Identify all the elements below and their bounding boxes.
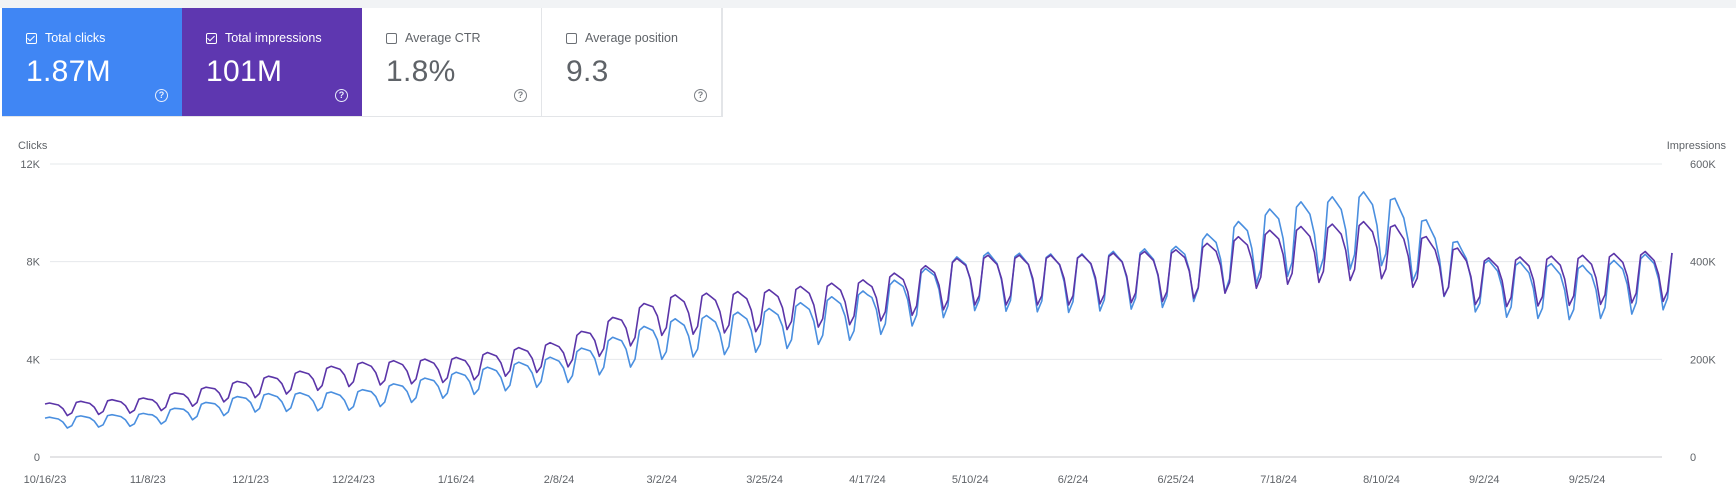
metric-cards: Total clicks 1.87M ? Total impressions 1… [2, 8, 723, 117]
unchecked-checkbox-icon[interactable] [566, 32, 577, 44]
checked-checkbox-icon[interactable] [26, 32, 37, 44]
left-y-tick-label: 8K [27, 257, 41, 269]
x-tick-label: 7/18/24 [1260, 474, 1297, 486]
help-icon[interactable]: ? [514, 89, 527, 102]
x-tick-label: 3/2/24 [647, 474, 678, 486]
x-tick-label: 11/8/23 [130, 474, 166, 486]
left-y-tick-label: 12K [20, 159, 40, 171]
total-clicks-card[interactable]: Total clicks 1.87M ? [2, 8, 182, 116]
clicks-series-line [44, 191, 1673, 429]
x-tick-label: 9/2/24 [1469, 474, 1500, 486]
average-ctr-value: 1.8% [386, 55, 456, 88]
right-axis-label: Impressions [1667, 140, 1727, 152]
x-tick-label: 2/8/24 [544, 474, 575, 486]
total-impressions-card[interactable]: Total impressions 101M ? [182, 8, 362, 116]
x-tick-label: 10/16/23 [24, 474, 67, 486]
right-y-tick-label: 400K [1690, 257, 1716, 269]
x-tick-label: 5/10/24 [952, 474, 989, 486]
left-y-tick-label: 0 [34, 452, 40, 464]
x-tick-label: 8/10/24 [1363, 474, 1400, 486]
help-icon[interactable]: ? [155, 89, 168, 102]
unchecked-checkbox-icon[interactable] [386, 32, 397, 44]
x-tick-label: 12/24/23 [332, 474, 375, 486]
total-clicks-value: 1.87M [26, 55, 111, 88]
total-impressions-value: 101M [206, 55, 283, 88]
help-icon[interactable]: ? [335, 89, 348, 102]
top-strip [0, 0, 1736, 8]
left-y-tick-label: 4K [27, 354, 41, 366]
impressions-series-line [44, 220, 1673, 417]
average-position-value: 9.3 [566, 55, 609, 88]
x-tick-label: 4/17/24 [849, 474, 886, 486]
total-impressions-label: Total impressions [225, 31, 322, 45]
average-ctr-label: Average CTR [405, 31, 481, 45]
right-y-tick-label: 0 [1690, 452, 1696, 464]
x-tick-label: 9/25/24 [1569, 474, 1606, 486]
x-tick-label: 1/16/24 [438, 474, 475, 486]
x-tick-label: 6/25/24 [1158, 474, 1195, 486]
x-tick-label: 6/2/24 [1058, 474, 1089, 486]
right-y-tick-label: 200K [1690, 354, 1716, 366]
x-tick-label: 12/1/23 [232, 474, 269, 486]
help-icon[interactable]: ? [694, 89, 707, 102]
total-clicks-label: Total clicks [45, 31, 106, 45]
left-axis-label: Clicks [18, 140, 48, 152]
average-position-card[interactable]: Average position 9.3 ? [542, 8, 722, 116]
checked-checkbox-icon[interactable] [206, 32, 217, 44]
average-position-label: Average position [585, 31, 678, 45]
average-ctr-card[interactable]: Average CTR 1.8% ? [362, 8, 542, 116]
x-tick-label: 3/25/24 [746, 474, 783, 486]
right-y-tick-label: 600K [1690, 159, 1716, 171]
